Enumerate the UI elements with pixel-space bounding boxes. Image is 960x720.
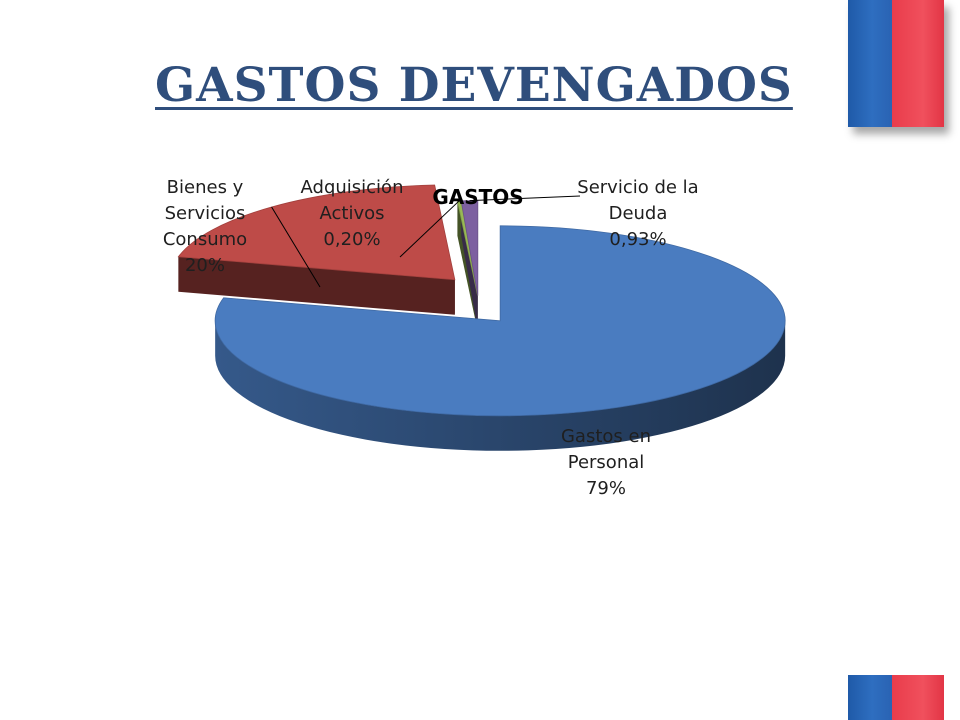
slice-label-line: Servicio de la — [577, 177, 698, 198]
slice-label-line: 0,20% — [323, 229, 380, 250]
slice-label-line: Personal — [568, 452, 645, 473]
slice-label-line: Gastos en — [561, 426, 651, 447]
slice-label: Bienes y Servicios Consumo 20% — [163, 177, 247, 276]
pie-slice-edge — [178, 256, 455, 315]
leader-line — [469, 195, 581, 202]
flag-decoration-top — [848, 0, 944, 127]
slice-label-line: Deuda — [609, 203, 668, 224]
leader-line — [399, 200, 460, 258]
slice-label-line: Consumo — [163, 229, 247, 250]
pie-slice — [214, 225, 786, 417]
slice-label: Adquisición Activos 0,20% — [301, 177, 404, 250]
slice-label-line: 79% — [586, 478, 626, 499]
leader-lines — [271, 195, 581, 288]
slice-label-line: Adquisición — [301, 177, 404, 198]
flag-decoration-bottom — [848, 675, 944, 720]
slice-label-line: Servicios — [165, 203, 246, 224]
slice-label: Gastos en Personal 79% — [561, 426, 651, 499]
slice-labels: Gastos en Personal 79% Bienes y Servicios Con… — [163, 177, 699, 499]
slice-label-line: Activos — [320, 203, 385, 224]
slice-label-line: 0,93% — [609, 229, 666, 250]
slice-label-line: Bienes y — [167, 177, 244, 198]
pie-slices — [177, 184, 786, 451]
slice-label-line: 20% — [185, 255, 225, 276]
slice-label: Servicio de la Deuda 0,93% — [577, 177, 698, 250]
chart-title: GASTOS — [432, 185, 523, 209]
leader-line — [271, 206, 321, 288]
pie-slice-side — [215, 320, 786, 451]
page-title: GASTOS DEVENGADOS — [155, 58, 793, 113]
